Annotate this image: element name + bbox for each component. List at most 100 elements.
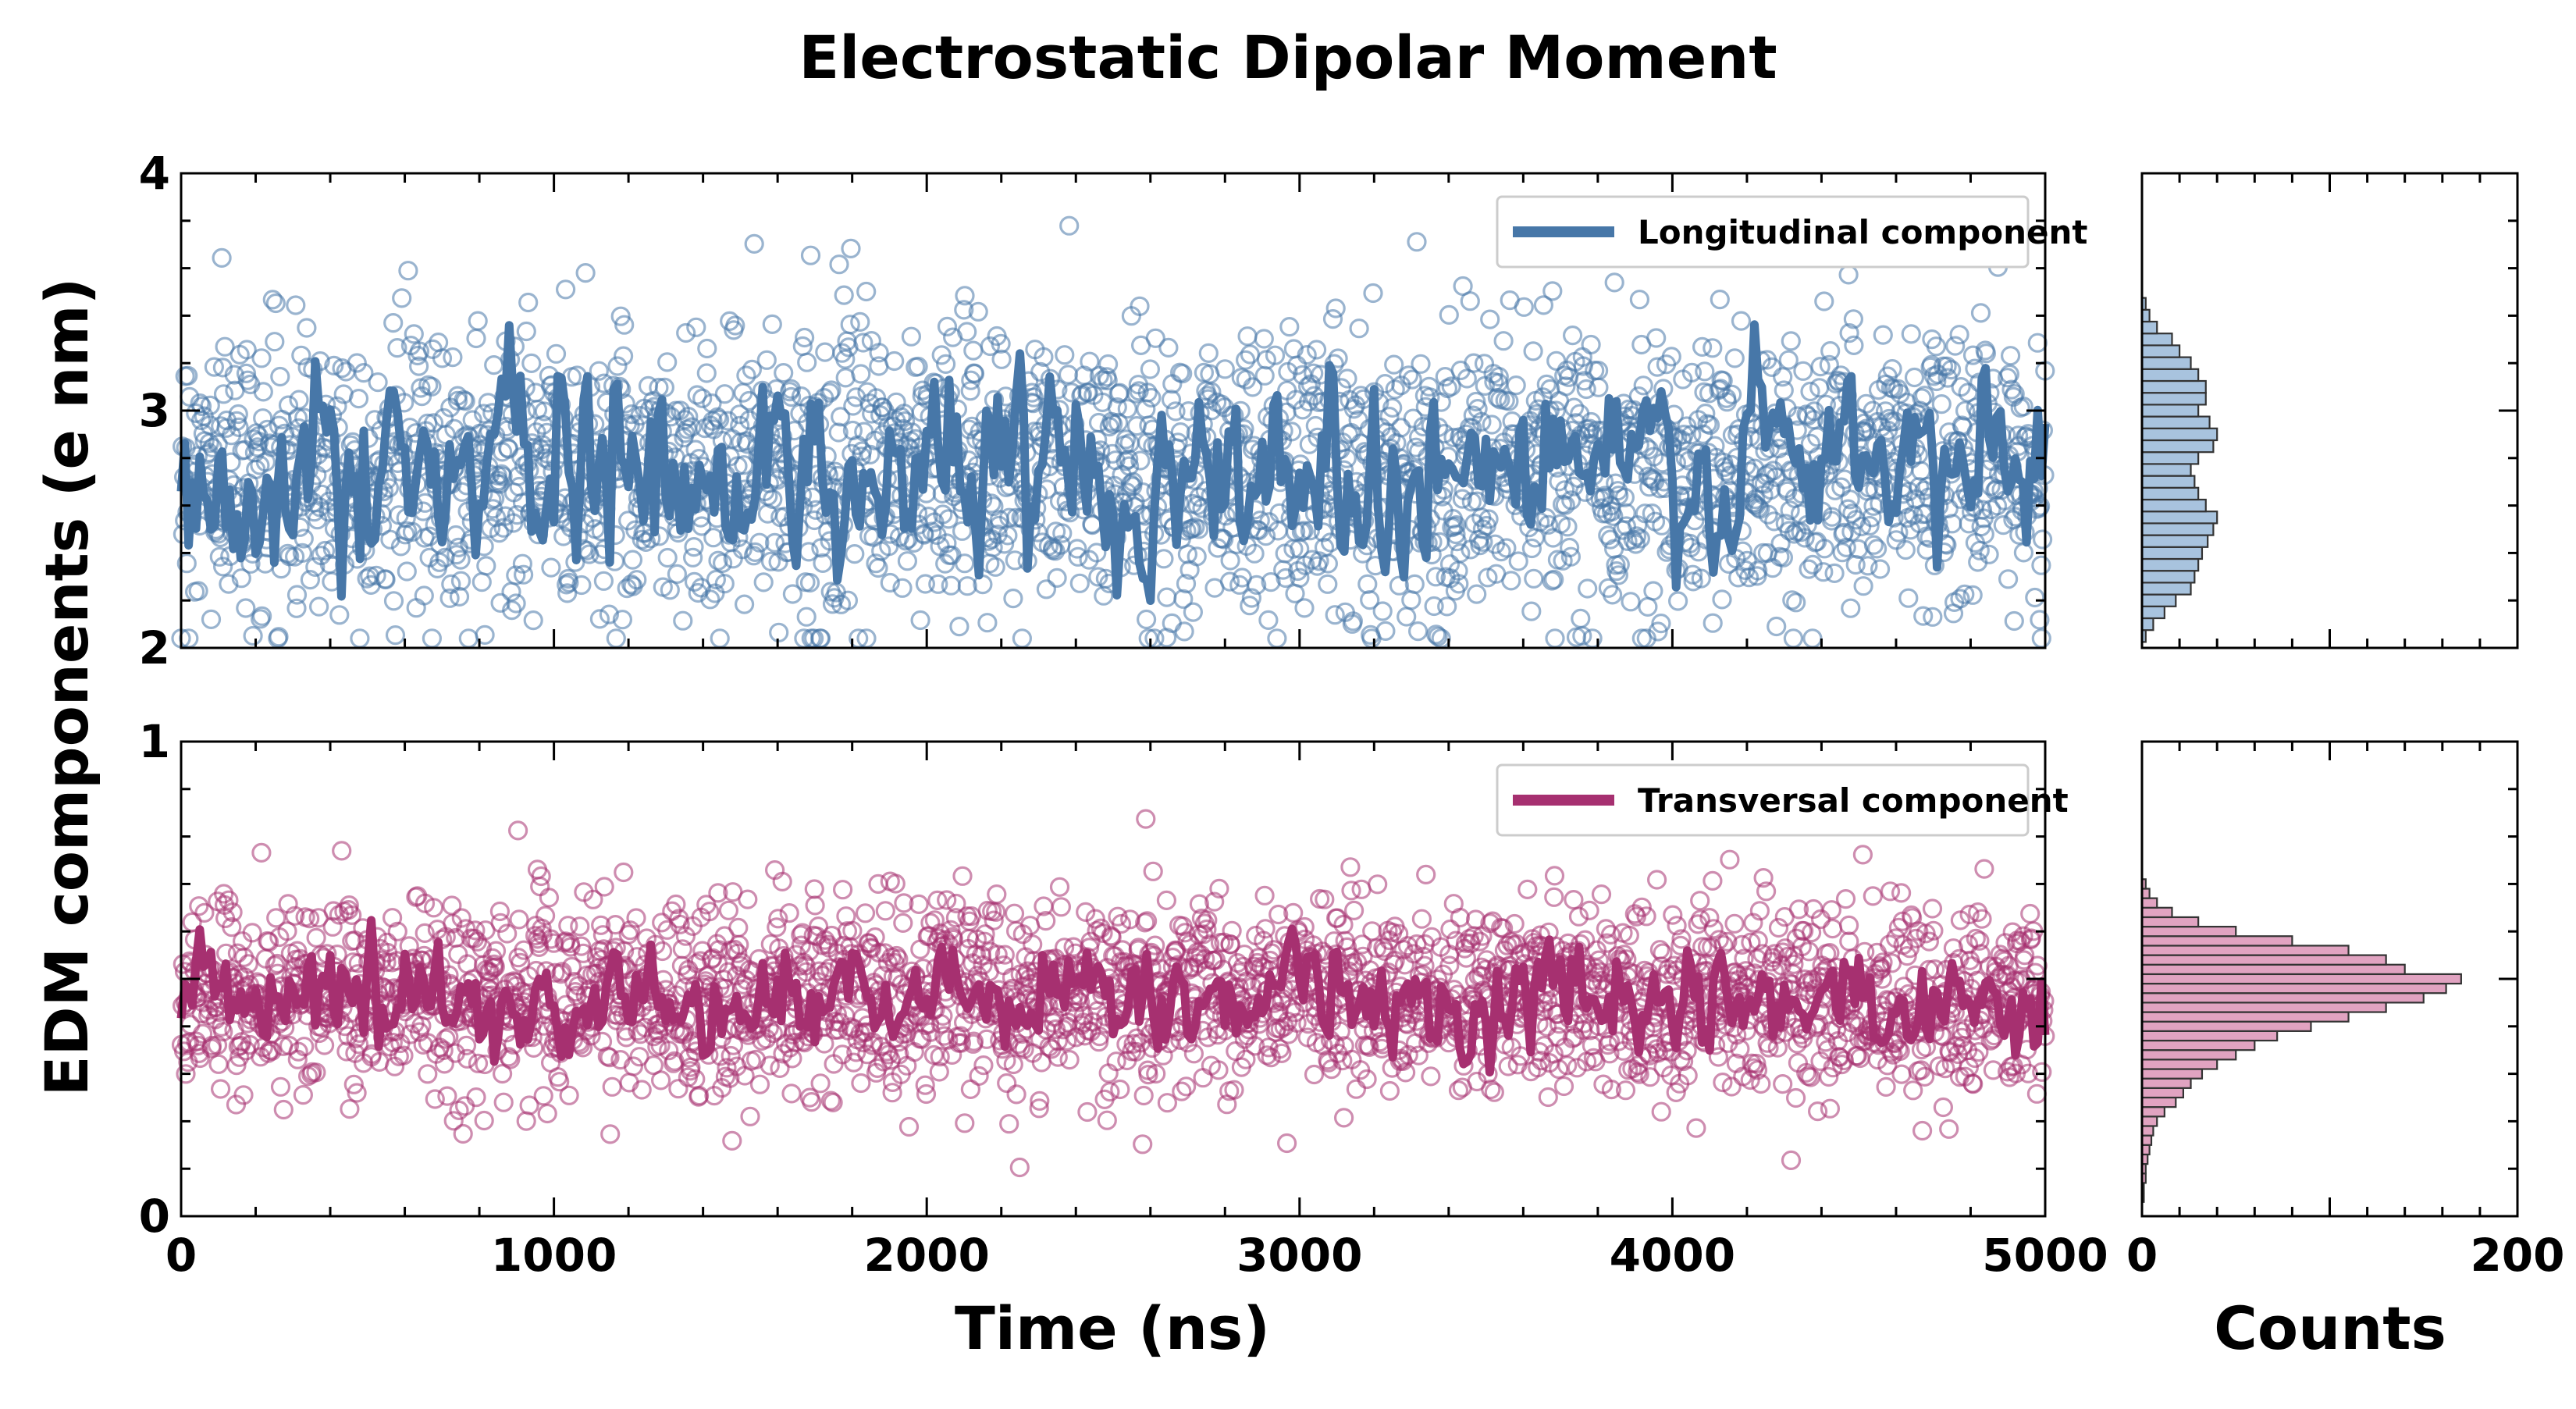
scatter-point — [1783, 1151, 1800, 1169]
scatter-point — [1364, 285, 1382, 302]
scatter-point — [596, 878, 613, 895]
scatter-point — [311, 598, 328, 615]
scatter-point — [540, 889, 557, 906]
scatter-point — [624, 551, 642, 568]
scatter-point — [1350, 320, 1368, 337]
histogram-bar — [2142, 429, 2217, 440]
scatter-point — [423, 630, 440, 647]
scatter-point — [254, 410, 272, 427]
scatter-point — [1374, 603, 1391, 620]
scatter-point — [956, 555, 973, 572]
scatter-point — [1386, 381, 1404, 398]
scatter-point — [1306, 1066, 1323, 1083]
scatter-point — [1869, 540, 1886, 557]
scatter-point — [1900, 589, 1917, 607]
histogram-bar — [2142, 523, 2213, 535]
scatter-point — [1134, 1136, 1151, 1153]
scatter-point — [1713, 591, 1731, 608]
histogram-bar — [2142, 582, 2191, 594]
scatter-point — [1795, 362, 1812, 379]
scatter-point — [1947, 337, 1964, 354]
scatter-point — [1994, 517, 2012, 534]
scatter-point — [812, 1075, 829, 1092]
scatter-point — [1359, 575, 1376, 592]
scatter-point — [857, 905, 874, 922]
scatter-point — [1178, 1078, 1195, 1095]
scatter-point — [468, 1089, 485, 1106]
scatter-point — [333, 842, 350, 859]
scatter-point — [1874, 326, 1891, 343]
scatter-point — [294, 1087, 311, 1104]
scatter-point — [1515, 298, 1532, 315]
scatter-point — [1452, 545, 1469, 562]
scatter-point — [341, 1101, 358, 1118]
scatter-point — [2034, 531, 2051, 548]
scatter-point — [1079, 1104, 1096, 1121]
scatter-point — [1482, 311, 1499, 328]
scatter-point — [1342, 859, 1359, 876]
scatter-point — [213, 249, 230, 266]
scatter-point — [1525, 570, 1542, 587]
scatter-point — [415, 587, 432, 604]
scatter-point — [1893, 1066, 1910, 1083]
histogram-bar — [2142, 452, 2198, 464]
scatter-point — [770, 624, 788, 641]
scatter-point — [668, 565, 685, 582]
scatter-point — [1704, 872, 1721, 889]
scatter-point — [763, 315, 781, 333]
scatter-point — [1336, 1109, 1353, 1126]
scatter-point — [350, 390, 368, 407]
scatter-point — [902, 328, 920, 345]
scatter-point — [615, 864, 632, 881]
scatter-point — [1859, 557, 1877, 575]
scatter-point — [387, 627, 404, 644]
scatter-point — [1112, 1081, 1129, 1098]
scatter-point — [1826, 564, 1843, 582]
histogram-bar — [2142, 333, 2172, 345]
scatter-point — [877, 902, 894, 920]
scatter-point — [1176, 623, 1193, 640]
histogram-bar — [2142, 345, 2179, 357]
scatter-point — [419, 1066, 436, 1083]
scatter-point — [1403, 592, 1420, 609]
scatter-point — [386, 592, 403, 610]
scatter-point — [846, 546, 863, 563]
scatter-point — [1422, 1068, 1439, 1085]
scatter-point — [535, 1087, 552, 1105]
scatter-point — [453, 572, 470, 589]
scatter-point — [1586, 362, 1603, 379]
scatter-point — [870, 875, 887, 892]
scatter-point — [1056, 347, 1073, 364]
scatter-point — [577, 265, 594, 282]
scatter-point — [724, 1132, 741, 1149]
scatter-point — [475, 1112, 493, 1130]
scatter-point — [298, 319, 315, 336]
scatter-point — [1780, 351, 1797, 368]
scatter-point — [1160, 339, 1177, 356]
scatter-point — [560, 1087, 578, 1104]
scatter-point — [834, 881, 852, 898]
scatter-point — [469, 312, 486, 329]
scatter-point — [1281, 318, 1298, 336]
scatter-point — [253, 844, 270, 861]
scatter-point — [1692, 892, 1709, 909]
scatter-point — [674, 612, 692, 629]
scatter-point — [1423, 928, 1440, 945]
scatter-point — [1841, 933, 1858, 950]
scatter-point — [1255, 330, 1272, 347]
scatter-point — [1353, 881, 1370, 898]
scatter-point — [775, 365, 792, 382]
scatter-point — [1816, 293, 1833, 310]
scatter-point — [1902, 326, 1920, 343]
scatter-point — [1510, 553, 1527, 570]
scatter-point — [557, 281, 575, 298]
scatter-point — [736, 596, 753, 613]
scatter-point — [272, 1078, 290, 1095]
scatter-point — [975, 1057, 992, 1074]
scatter-point — [1440, 306, 1457, 323]
scatter-point — [1256, 887, 1273, 904]
scatter-point — [1013, 630, 1030, 647]
scatter-point — [887, 875, 904, 892]
scatter-point — [1804, 630, 1821, 647]
